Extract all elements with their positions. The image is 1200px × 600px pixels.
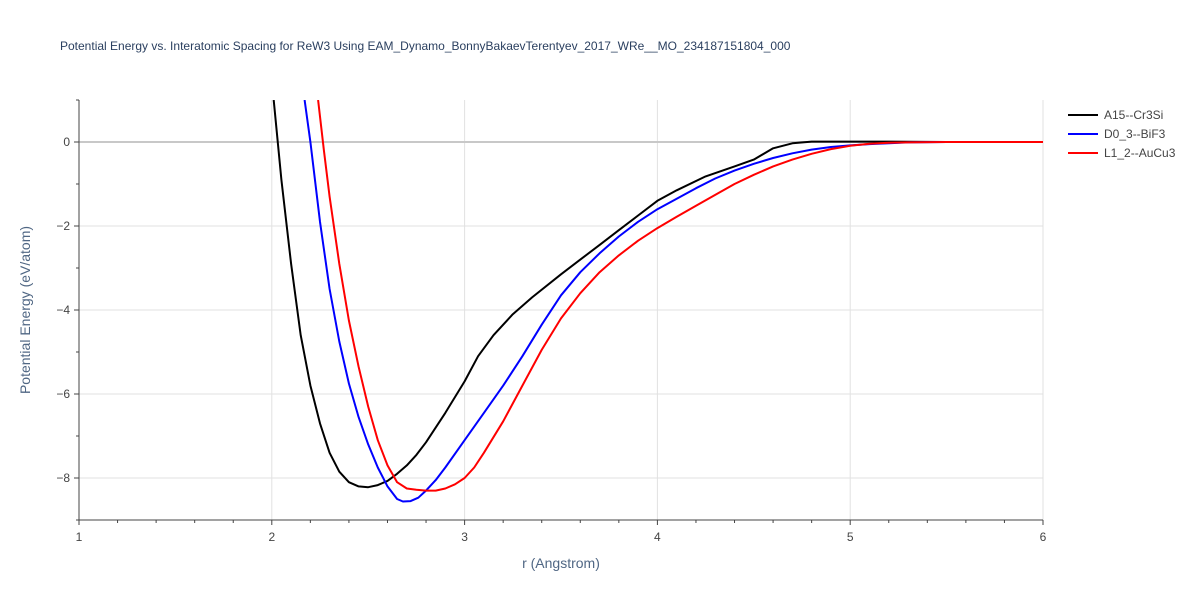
y-tick-label: −6 [56,387,70,401]
legend-item-0[interactable]: A15--Cr3Si [1068,108,1163,122]
y-tick-label: −2 [56,219,70,233]
y-tick-label: −8 [56,471,70,485]
series-line-2 [317,100,1043,492]
series-line-1 [303,100,1043,503]
x-axis-title: r (Angstrom) [522,555,600,571]
legend-item-1[interactable]: D0_3--BiF3 [1068,127,1166,141]
y-tick-label: 0 [63,135,70,149]
x-tick-label: 6 [1040,530,1047,544]
legend[interactable]: A15--Cr3Si D0_3--BiF3 L1_2--AuCu3 [1068,108,1176,160]
x-tick-label: 3 [461,530,468,544]
grid [79,100,1044,520]
x-tick-label: 2 [268,530,275,544]
axes: 1 2 3 4 5 6 −8 −6 −4 −2 0 [56,99,1047,544]
x-tick-label: 1 [76,530,83,544]
series-layer [272,100,1043,503]
x-tick-label: 4 [654,530,661,544]
chart-title: Potential Energy vs. Interatomic Spacing… [60,39,791,53]
x-tick-label: 5 [847,530,854,544]
series-line-0 [272,100,1043,489]
y-axis-title: Potential Energy (eV/atom) [17,226,33,394]
legend-label: L1_2--AuCu3 [1104,146,1176,160]
y-tick-label: −4 [56,303,70,317]
legend-item-2[interactable]: L1_2--AuCu3 [1068,146,1176,160]
legend-label: D0_3--BiF3 [1104,127,1166,141]
legend-label: A15--Cr3Si [1104,108,1163,122]
